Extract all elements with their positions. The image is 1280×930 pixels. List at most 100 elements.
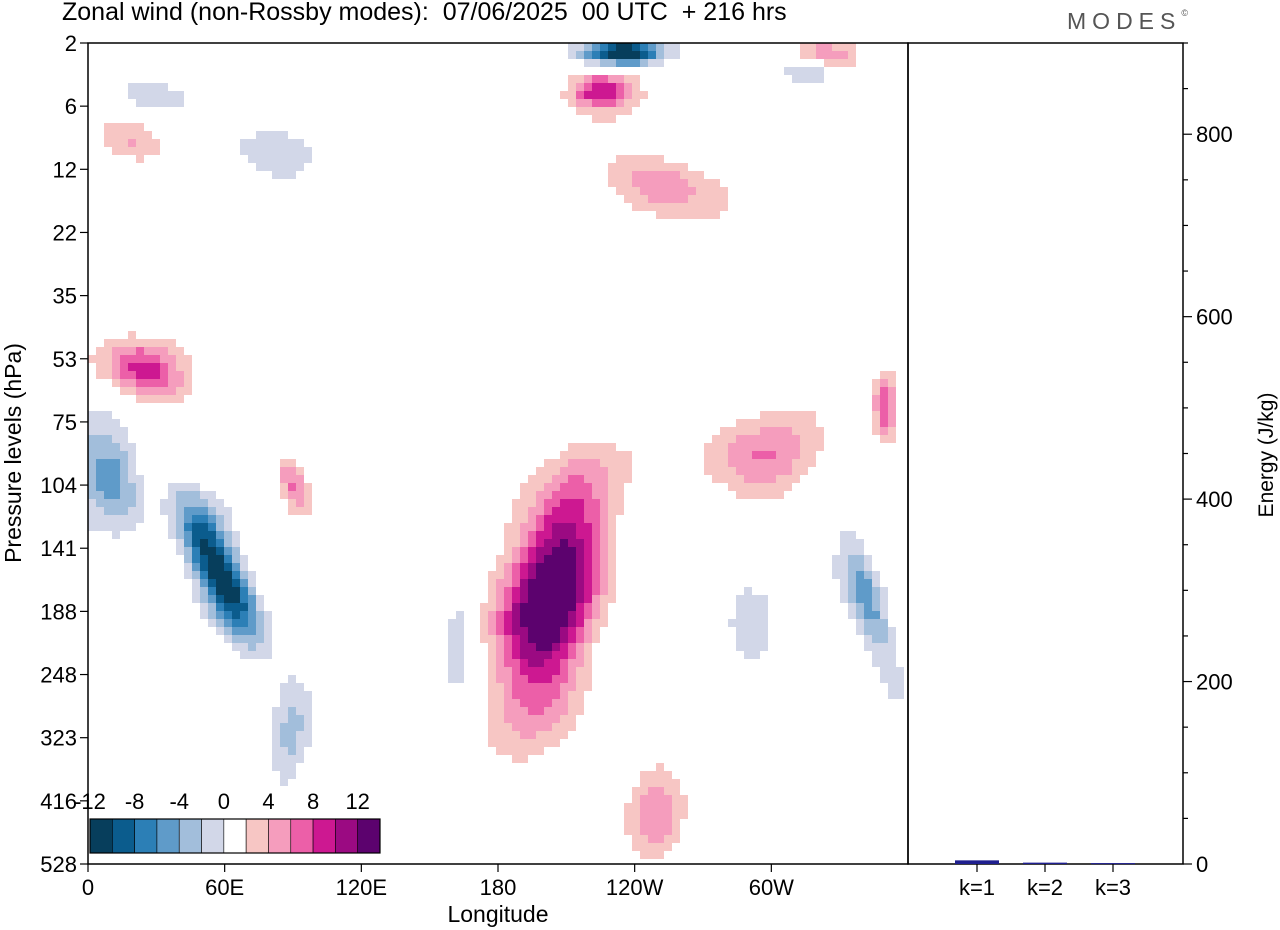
heat-cell [880,603,888,611]
heat-cell [288,691,296,699]
heat-cell [752,491,760,499]
heat-cell [560,563,568,571]
heat-cell [232,539,240,547]
heat-cell [872,579,880,587]
heat-cell [544,475,552,483]
heat-cell [128,483,136,491]
heat-cell [176,491,184,499]
heat-cell [608,555,616,563]
heat-cell [176,507,184,515]
heat-cell [664,827,672,835]
heat-cell [744,451,752,459]
heat-cell [736,451,744,459]
heat-cell [552,603,560,611]
heat-cell [872,571,880,579]
heat-cell [256,603,264,611]
heat-cell [208,595,216,603]
bar-category-label: k=3 [1095,875,1131,900]
heat-cell [168,483,176,491]
heat-cell [488,715,496,723]
heat-cell [216,539,224,547]
heat-cell [504,723,512,731]
heat-cell [304,707,312,715]
heat-cell [608,587,616,595]
heat-cell [552,563,560,571]
heat-cell [736,603,744,611]
heat-cell [816,67,824,75]
heat-cell [136,371,144,379]
heat-cell [120,459,128,467]
heat-cell [544,699,552,707]
heat-cell [248,579,256,587]
heat-cell [624,155,632,163]
heat-cell [480,619,488,627]
y-tick-label: 416 [40,789,77,814]
heat-cell [280,163,288,171]
heat-cell [584,43,592,51]
heat-cell [760,443,768,451]
heat-cell [552,699,560,707]
heat-cell [504,635,512,643]
heat-cell [664,43,672,51]
heat-cell [552,707,560,715]
heat-cell [216,611,224,619]
heat-cell [760,619,768,627]
heat-cell [680,803,688,811]
heat-cell [552,539,560,547]
heat-cell [256,163,264,171]
heat-cell [600,515,608,523]
heat-cell [864,595,872,603]
heat-cell [880,595,888,603]
colorbar-border [89,818,381,854]
heat-cell [608,571,616,579]
heat-cell [536,691,544,699]
heat-cell [752,419,760,427]
heat-cell [616,91,624,99]
heat-cell [504,715,512,723]
heat-cell [304,491,312,499]
heat-cell [200,507,208,515]
heat-cell [280,683,288,691]
heat-cell [672,803,680,811]
heat-cell [536,635,544,643]
heat-cell [624,803,632,811]
heat-cell [736,475,744,483]
heat-cell [120,483,128,491]
heat-cell [200,539,208,547]
heat-cell [600,603,608,611]
colorbar-label: 8 [307,789,319,814]
heat-cell [880,587,888,595]
heat-cell [488,643,496,651]
heat-cell [208,611,216,619]
heat-cell [128,523,136,531]
heat-cell [800,67,808,75]
heat-cell [560,715,568,723]
heat-cell [760,435,768,443]
heat-cell [536,467,544,475]
heat-cell [280,147,288,155]
heat-cell [488,595,496,603]
heat-cell [736,627,744,635]
heat-cell [144,371,152,379]
heat-cell [640,803,648,811]
heat-cell [616,499,624,507]
heat-cell [624,819,632,827]
heat-cell [840,531,848,539]
heat-cell [632,835,640,843]
heat-cell [224,611,232,619]
heat-cell [560,651,568,659]
heat-cell [648,827,656,835]
heat-cell [584,523,592,531]
heat-cell [880,371,888,379]
heat-cell [648,187,656,195]
heat-cell [216,571,224,579]
heat-cell [248,155,256,163]
heat-cell [232,603,240,611]
heat-cell [152,347,160,355]
heat-cell [448,659,456,667]
heat-cell [592,539,600,547]
heat-cell [104,123,112,131]
heat-cell [648,811,656,819]
heat-cell [584,539,592,547]
heat-cell [560,683,568,691]
